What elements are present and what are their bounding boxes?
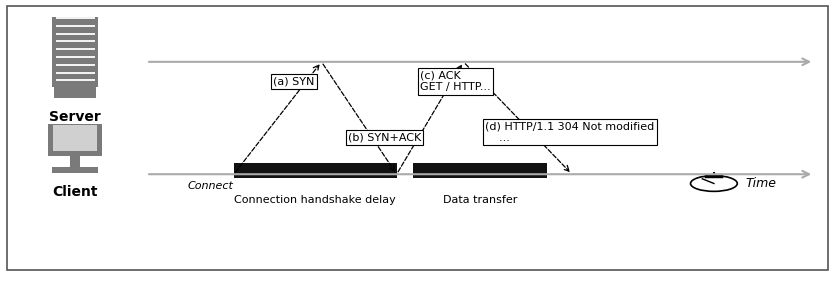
Bar — [48, 124, 102, 156]
Bar — [52, 17, 99, 87]
Bar — [413, 163, 547, 178]
Text: (a) SYN: (a) SYN — [273, 76, 315, 87]
Text: Connection handshake delay: Connection handshake delay — [235, 195, 396, 205]
Text: (b) SYN+ACK: (b) SYN+ACK — [347, 133, 421, 143]
Bar — [54, 87, 96, 98]
Text: Time: Time — [746, 177, 777, 190]
Text: Data transfer: Data transfer — [443, 195, 518, 205]
Bar — [234, 163, 397, 178]
Text: (d) HTTP/1.1 304 Not modified
    ...: (d) HTTP/1.1 304 Not modified ... — [485, 121, 655, 143]
Bar — [70, 156, 80, 167]
Text: Connect: Connect — [188, 181, 234, 191]
Bar — [52, 167, 99, 173]
Text: Server: Server — [49, 110, 101, 124]
Text: (c) ACK
GET / HTTP...: (c) ACK GET / HTTP... — [420, 71, 491, 92]
Bar — [53, 125, 97, 151]
Text: Client: Client — [53, 185, 98, 199]
